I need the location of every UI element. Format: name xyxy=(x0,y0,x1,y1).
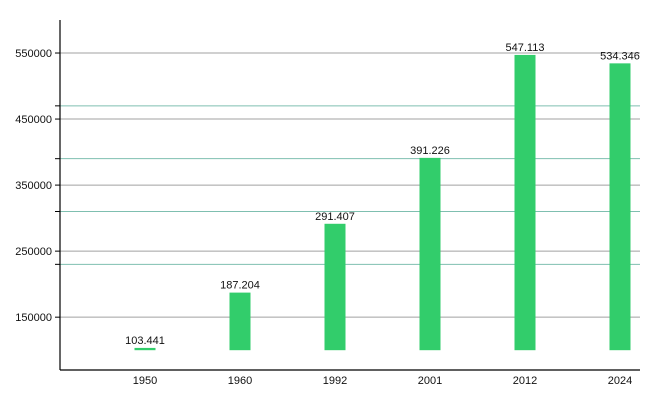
x-axis: 1950 1960 1992 2001 2012 2024 xyxy=(60,369,640,387)
data-label: 103.441 xyxy=(125,335,165,347)
data-label: 291.407 xyxy=(315,211,355,223)
x-tick-label: 2024 xyxy=(608,375,632,387)
x-tick-label: 2012 xyxy=(513,375,537,387)
bar xyxy=(419,157,441,351)
bar xyxy=(229,292,251,351)
bar xyxy=(134,347,156,351)
y-tick-label: 150000 xyxy=(15,312,52,324)
y-tick-label: 350000 xyxy=(15,180,52,192)
data-label: 187.204 xyxy=(220,280,260,292)
y-tick-label: 450000 xyxy=(15,114,52,126)
x-tick-label: 1992 xyxy=(323,375,347,387)
data-label: 534.346 xyxy=(600,50,640,62)
x-tick-label: 2001 xyxy=(418,375,442,387)
x-tick-label: 1950 xyxy=(133,375,157,387)
data-label: 547.113 xyxy=(506,42,545,54)
x-tick-label: 1960 xyxy=(228,375,252,387)
bar xyxy=(514,54,536,351)
data-label: 391.226 xyxy=(410,145,450,157)
bar xyxy=(324,223,346,351)
y-axis: 150000 250000 350000 450000 550000 xyxy=(15,20,61,370)
y-tick-label: 550000 xyxy=(15,48,52,60)
bars xyxy=(134,54,631,351)
data-labels: 103.441 187.204 291.407 391.226 547.113 534.3… xyxy=(125,42,640,347)
grid-lines xyxy=(60,52,640,318)
bar xyxy=(609,63,631,351)
y-tick-label: 250000 xyxy=(15,246,52,258)
